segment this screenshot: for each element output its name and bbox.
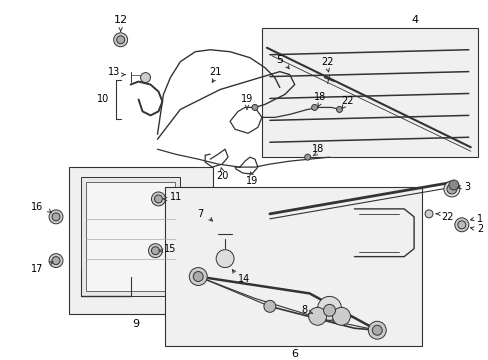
Bar xyxy=(165,187,421,346)
Bar xyxy=(262,28,477,157)
Circle shape xyxy=(193,271,203,282)
Circle shape xyxy=(140,73,150,82)
Text: 22: 22 xyxy=(341,96,353,107)
Circle shape xyxy=(52,213,60,221)
Circle shape xyxy=(308,307,326,325)
Circle shape xyxy=(448,180,458,190)
Circle shape xyxy=(443,181,459,197)
Circle shape xyxy=(189,267,207,285)
Text: 21: 21 xyxy=(208,67,221,77)
Text: 4: 4 xyxy=(411,15,418,25)
Circle shape xyxy=(317,296,341,320)
Text: 19: 19 xyxy=(241,94,253,104)
Circle shape xyxy=(148,244,162,258)
Text: 9: 9 xyxy=(132,319,139,329)
Circle shape xyxy=(49,254,63,267)
Circle shape xyxy=(151,247,159,255)
Text: 11: 11 xyxy=(170,192,183,202)
Circle shape xyxy=(151,192,165,206)
Circle shape xyxy=(216,250,234,267)
Text: 20: 20 xyxy=(216,171,228,181)
Text: 16: 16 xyxy=(31,202,43,212)
Text: 2: 2 xyxy=(476,224,482,234)
Text: 14: 14 xyxy=(238,274,250,284)
Text: 8: 8 xyxy=(301,305,307,315)
Circle shape xyxy=(457,221,465,229)
Circle shape xyxy=(117,36,124,44)
Text: 17: 17 xyxy=(31,264,43,274)
Text: 5: 5 xyxy=(275,55,282,65)
Circle shape xyxy=(454,218,468,232)
Circle shape xyxy=(264,300,275,312)
Text: 1: 1 xyxy=(476,214,482,224)
Circle shape xyxy=(114,33,127,47)
Text: 10: 10 xyxy=(96,94,108,104)
Circle shape xyxy=(49,210,63,224)
Circle shape xyxy=(332,307,350,325)
Circle shape xyxy=(304,154,310,160)
Bar xyxy=(86,182,175,292)
Circle shape xyxy=(336,107,342,112)
Bar xyxy=(69,167,213,314)
Text: 19: 19 xyxy=(245,176,258,186)
Circle shape xyxy=(311,104,317,111)
Circle shape xyxy=(371,325,382,335)
Text: 22: 22 xyxy=(440,212,452,222)
Circle shape xyxy=(154,195,162,203)
Text: 3: 3 xyxy=(463,182,469,192)
Circle shape xyxy=(367,321,386,339)
Circle shape xyxy=(52,257,60,265)
Text: 15: 15 xyxy=(164,244,177,254)
Text: 6: 6 xyxy=(291,349,298,359)
Bar xyxy=(81,177,180,296)
Text: 7: 7 xyxy=(197,209,203,219)
Text: 22: 22 xyxy=(321,57,333,67)
Text: 18: 18 xyxy=(311,144,323,154)
Circle shape xyxy=(323,304,335,316)
Circle shape xyxy=(251,104,257,111)
Text: 13: 13 xyxy=(108,67,121,77)
Circle shape xyxy=(424,210,432,218)
Circle shape xyxy=(446,184,456,194)
Text: 12: 12 xyxy=(113,15,127,25)
Text: 18: 18 xyxy=(313,93,325,103)
